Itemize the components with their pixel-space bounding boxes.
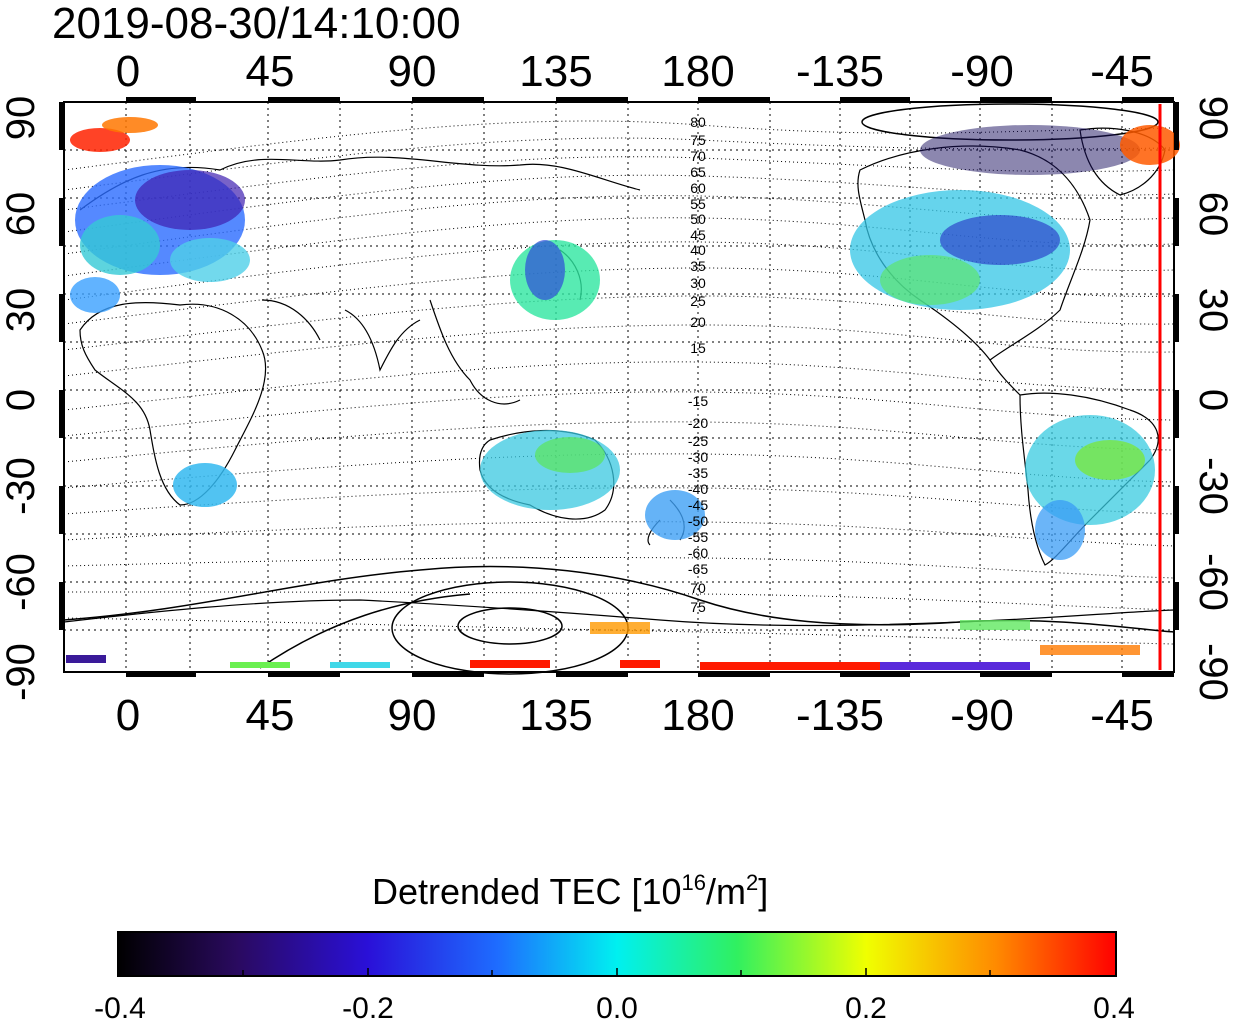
- left-tick-label: 0: [0, 389, 43, 411]
- contour-label: 75: [690, 599, 706, 615]
- contour-label: 65: [690, 164, 706, 180]
- contour-label: 20: [690, 314, 706, 330]
- frame-tick-bars: [59, 97, 1179, 677]
- contour-label: -25: [688, 433, 708, 449]
- colorbar-title-unit: /m: [706, 871, 746, 912]
- contour-label: 70: [690, 148, 706, 164]
- contour-label: 30: [690, 275, 706, 291]
- top-tick-label: -45: [1090, 47, 1154, 96]
- contour-label: -60: [688, 545, 708, 561]
- colorbar-labels: -0.4 -0.2 0.0 0.2 0.4: [94, 992, 1135, 1024]
- colorbar-title-unit-exponent: 2: [746, 870, 759, 895]
- contour-label: 55: [690, 196, 706, 212]
- top-longitude-labels: 0 45 90 135 180 -135 -90 -45: [116, 47, 1154, 96]
- contour-label: -55: [688, 529, 708, 545]
- top-tick-label: 90: [388, 47, 437, 96]
- top-tick-label: 0: [116, 47, 140, 96]
- contour-label: 35: [690, 258, 706, 274]
- tec-data-patches: [66, 117, 1180, 670]
- contour-label: 15: [690, 340, 706, 356]
- right-tick-label: -90: [1191, 643, 1235, 701]
- contour-label: -15: [688, 393, 708, 409]
- colorbar-tick-label: -0.2: [342, 992, 394, 1024]
- right-tick-label: 30: [1191, 288, 1235, 333]
- right-tick-label: 60: [1191, 192, 1235, 237]
- bottom-tick-label: 45: [246, 691, 295, 740]
- right-latitude-labels: 90 60 30 0 -30 -60 -90: [1191, 96, 1235, 701]
- contour-label: 80: [690, 114, 706, 130]
- contour-label: 60: [690, 180, 706, 196]
- contour-labels-south: -15 -20 -25 -30 -35 -40 -45 -50 -55 -60 …: [688, 393, 708, 615]
- contour-label: 25: [690, 293, 706, 309]
- contour-label: 45: [690, 227, 706, 243]
- contour-label: 50: [690, 211, 706, 227]
- contour-label: -30: [688, 449, 708, 465]
- contour-label: -65: [688, 561, 708, 577]
- timestamp-title: 2019-08-30/14:10:00: [52, 0, 461, 48]
- bottom-tick-label: -135: [796, 691, 884, 740]
- colorbar-title-end: ]: [758, 871, 769, 912]
- top-tick-label: 45: [246, 47, 295, 96]
- tec-map: 0 45 90 135 180 -135 -90 -45 0 45 90 135…: [0, 47, 1235, 740]
- colorbar-ticks: [242, 968, 991, 976]
- contour-labels-north: 80 75 70 65 60 55 50 45 40 35 30 25 20 1…: [690, 114, 706, 356]
- bottom-longitude-labels: 0 45 90 135 180 -135 -90 -45: [116, 691, 1154, 740]
- left-tick-label: -90: [0, 643, 43, 701]
- left-tick-label: -30: [0, 457, 43, 515]
- top-tick-label: 135: [519, 47, 592, 96]
- contour-label: -50: [688, 513, 708, 529]
- bottom-tick-label: -45: [1090, 691, 1154, 740]
- contour-label: 70: [690, 580, 706, 596]
- left-tick-label: 30: [0, 288, 43, 333]
- bottom-tick-label: 135: [519, 691, 592, 740]
- left-tick-label: 60: [0, 192, 43, 237]
- colorbar-tick-label: 0.2: [845, 992, 887, 1024]
- right-tick-label: -30: [1191, 457, 1235, 515]
- colorbar-title-main: Detrended TEC [10: [372, 871, 682, 912]
- left-tick-label: -60: [0, 553, 43, 611]
- colorbar-tick-label: -0.4: [94, 992, 146, 1024]
- colorbar-title-exponent: 16: [681, 870, 706, 895]
- right-tick-label: 0: [1191, 389, 1235, 411]
- contour-label: 75: [690, 132, 706, 148]
- contour-label: -45: [688, 497, 708, 513]
- colorbar-title: Detrended TEC [1016/m2]: [372, 872, 768, 912]
- left-latitude-labels: 90 60 30 0 -30 -60 -90: [0, 96, 43, 701]
- contour-label: -40: [688, 481, 708, 497]
- top-tick-label: -90: [950, 47, 1014, 96]
- bottom-tick-label: -90: [950, 691, 1014, 740]
- contour-label: -20: [688, 415, 708, 431]
- bottom-tick-label: 90: [388, 691, 437, 740]
- right-tick-label: -60: [1191, 553, 1235, 611]
- top-tick-label: 180: [661, 47, 734, 96]
- right-tick-label: 90: [1191, 96, 1235, 141]
- bottom-tick-label: 180: [661, 691, 734, 740]
- contour-label: 40: [690, 242, 706, 258]
- left-tick-label: 90: [0, 96, 43, 141]
- bottom-tick-label: 0: [116, 691, 140, 740]
- contour-label: -35: [688, 465, 708, 481]
- colorbar-tick-label: 0.0: [596, 992, 638, 1024]
- top-tick-label: -135: [796, 47, 884, 96]
- colorbar-tick-label: 0.4: [1093, 992, 1135, 1024]
